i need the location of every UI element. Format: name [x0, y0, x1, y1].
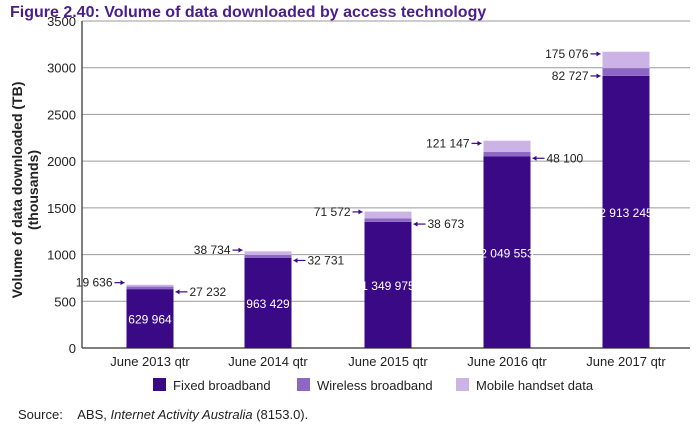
data-label-wireless: 82 727: [552, 69, 589, 83]
source-label: Source:: [18, 407, 63, 422]
bar-wireless-broadband: [483, 152, 531, 157]
data-label-mobile: 175 076: [545, 47, 589, 61]
legend-swatch: [153, 378, 166, 391]
legend-label: Mobile handset data: [476, 378, 594, 393]
data-label-wireless: 32 731: [308, 253, 345, 267]
arrowhead: [596, 73, 601, 79]
data-label-fixed: 2 913 245: [599, 206, 653, 220]
source-prefix: ABS,: [77, 407, 111, 422]
data-label-fixed: 2 049 553: [480, 246, 534, 260]
x-tick-label: June 2015 qtr: [348, 354, 428, 369]
y-axis-label: Volume of data downloaded (TB): [9, 82, 25, 299]
y-tick-label: 1000: [47, 248, 76, 263]
source-suffix: (8153.0).: [252, 407, 309, 422]
data-label-wireless: 27 232: [190, 285, 227, 299]
y-tick-label: 1500: [47, 201, 76, 216]
data-label-mobile: 71 572: [314, 205, 351, 219]
data-label-wireless: 48 100: [547, 151, 584, 165]
data-label-mobile: 38 734: [194, 243, 231, 257]
y-tick-label: 500: [54, 294, 76, 309]
bar-fixed-broadband: [364, 221, 412, 348]
arrowhead: [532, 155, 537, 161]
data-label-fixed: 963 429: [246, 297, 290, 311]
data-label-wireless: 38 673: [428, 217, 465, 231]
y-tick-label: 2000: [47, 154, 76, 169]
y-tick-label: 2500: [47, 107, 76, 122]
bar-mobile-handset-data: [483, 140, 531, 153]
bar-fixed-broadband: [244, 257, 292, 348]
source-note: Source: ABS, Internet Activity Australia…: [18, 407, 308, 422]
source-title: Internet Activity Australia: [110, 407, 253, 422]
y-tick-label: 3500: [47, 14, 76, 29]
arrowhead: [120, 280, 125, 286]
bar-wireless-broadband: [602, 68, 650, 76]
arrowhead: [413, 221, 418, 227]
bar-wireless-broadband: [126, 286, 174, 290]
bar-mobile-handset-data: [126, 284, 174, 287]
y-tick-label: 3000: [47, 61, 76, 76]
y-tick-label: 0: [69, 341, 76, 356]
arrowhead: [293, 257, 298, 263]
legend-label: Fixed broadband: [173, 378, 271, 393]
data-label-fixed: 629 964: [128, 313, 172, 327]
legend-swatch: [297, 378, 310, 391]
x-tick-label: June 2014 qtr: [228, 354, 308, 369]
data-label-mobile: 121 147: [426, 136, 470, 150]
arrowhead: [238, 247, 243, 253]
x-tick-label: June 2017 qtr: [586, 354, 666, 369]
data-label-fixed: 1 349 975: [361, 279, 415, 293]
bar-mobile-handset-data: [602, 51, 650, 69]
bar-fixed-broadband: [483, 156, 531, 348]
arrowhead: [596, 51, 601, 57]
bar-fixed-broadband: [126, 289, 174, 348]
arrowhead: [358, 209, 363, 215]
x-tick-label: June 2016 qtr: [467, 354, 547, 369]
bar-mobile-handset-data: [244, 251, 292, 255]
legend-swatch: [456, 378, 469, 391]
data-label-mobile: 19 636: [76, 276, 113, 290]
arrowhead: [477, 140, 482, 146]
chart-title: Figure 2.40: Volume of data downloaded b…: [10, 4, 487, 21]
bar-wireless-broadband: [244, 254, 292, 258]
y-axis-label-units: (thousands): [25, 150, 41, 230]
bar-wireless-broadband: [364, 218, 412, 222]
bar-fixed-broadband: [602, 75, 650, 349]
legend-label: Wireless broadband: [317, 378, 433, 393]
bar-mobile-handset-data: [364, 211, 412, 219]
arrowhead: [175, 289, 180, 295]
x-tick-label: June 2013 qtr: [110, 354, 190, 369]
